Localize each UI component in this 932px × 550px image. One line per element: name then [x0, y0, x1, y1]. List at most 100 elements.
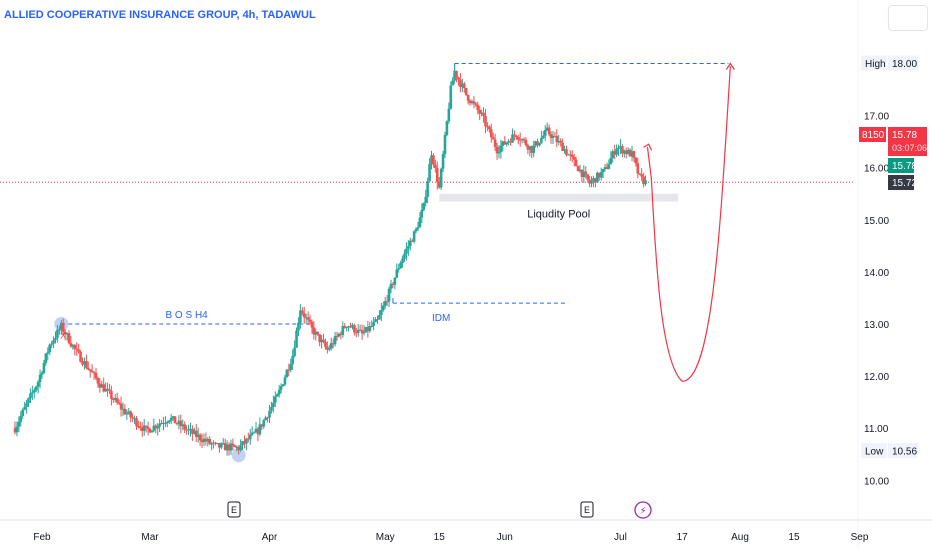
- candle: [148, 428, 152, 433]
- x-tick-label: 15: [434, 532, 446, 543]
- candle: [225, 444, 229, 451]
- low-tag-value-bg: [888, 443, 918, 459]
- candle: [443, 135, 447, 154]
- candle: [470, 101, 474, 104]
- projection-arrow-end: [725, 62, 735, 70]
- candle: [378, 315, 381, 320]
- projection-arrow-start: [643, 143, 653, 151]
- candle: [615, 148, 618, 155]
- x-tick-label: 17: [677, 532, 689, 543]
- candle: [289, 364, 293, 370]
- candle: [389, 283, 393, 289]
- candle: [437, 182, 441, 188]
- low-tag-value: 10.56: [892, 447, 917, 458]
- bos-label: B O S H4: [165, 310, 208, 321]
- candle: [274, 396, 277, 403]
- candle: [515, 135, 518, 137]
- candle: [154, 425, 158, 429]
- candle: [372, 322, 375, 326]
- earnings-event-1-label: E: [231, 505, 237, 515]
- x-tick-label: Mar: [141, 532, 159, 543]
- candle: [67, 333, 71, 344]
- candle: [27, 398, 30, 404]
- candle: [466, 95, 470, 101]
- candle: [150, 430, 154, 433]
- candle: [572, 156, 576, 160]
- candle: [21, 409, 25, 417]
- candle: [139, 426, 142, 428]
- candle: [364, 327, 368, 333]
- candles: [13, 64, 647, 456]
- candle: [320, 339, 323, 343]
- candle: [285, 369, 289, 378]
- candle: [31, 392, 34, 394]
- candle: [478, 110, 481, 114]
- candle: [169, 417, 173, 421]
- candle: [401, 258, 404, 264]
- candle: [302, 313, 306, 318]
- candle: [88, 369, 92, 371]
- candle: [395, 269, 399, 278]
- candle: [239, 445, 242, 451]
- candle: [237, 446, 240, 451]
- candle: [366, 327, 370, 332]
- candle: [304, 317, 308, 319]
- x-tick-label: Jun: [497, 532, 513, 543]
- candle: [200, 440, 204, 443]
- candle: [69, 343, 73, 347]
- candle: [206, 438, 210, 442]
- chart-settings-button[interactable]: [888, 5, 928, 31]
- candle: [569, 154, 572, 156]
- candle: [516, 136, 520, 140]
- candle: [44, 353, 48, 364]
- candle: [162, 422, 165, 424]
- candle: [125, 413, 129, 415]
- candle: [407, 246, 410, 249]
- candle: [115, 398, 119, 403]
- candle: [599, 172, 603, 178]
- candle: [445, 121, 449, 136]
- candle: [119, 403, 123, 410]
- price-tag-dark-bg: [888, 175, 914, 190]
- candle: [322, 339, 325, 342]
- candle: [530, 146, 534, 153]
- candle: [56, 329, 59, 338]
- candle: [185, 429, 188, 431]
- candle: [383, 301, 387, 306]
- candle: [133, 418, 136, 420]
- candle: [310, 321, 314, 328]
- candle: [408, 240, 412, 247]
- y-tick-label: 10.00: [864, 476, 889, 487]
- candle: [329, 343, 333, 349]
- candle: [171, 416, 175, 418]
- candle: [489, 129, 493, 138]
- candle: [482, 112, 485, 116]
- candle: [198, 434, 202, 441]
- candle: [551, 135, 555, 139]
- candle: [574, 159, 578, 167]
- candle: [439, 168, 443, 188]
- candle: [540, 137, 543, 143]
- candle: [339, 333, 343, 335]
- candle: [86, 367, 90, 370]
- candle: [17, 421, 21, 427]
- candle: [220, 443, 223, 448]
- price-tag-countdown: 03:07:06: [892, 143, 927, 153]
- candle: [462, 83, 466, 89]
- candle: [233, 445, 237, 447]
- candle: [291, 356, 294, 365]
- candle: [513, 134, 516, 136]
- candle: [158, 423, 161, 427]
- candle: [509, 141, 512, 143]
- candle: [81, 361, 84, 365]
- candle: [248, 434, 252, 440]
- candle: [412, 231, 416, 242]
- candle: [324, 341, 327, 347]
- high-tag: High 18.00: [861, 55, 918, 71]
- candle: [227, 444, 231, 451]
- candle: [605, 167, 609, 169]
- event-markers: E E ⚡: [227, 501, 652, 519]
- candle: [131, 417, 134, 419]
- lightning-icon: ⚡: [639, 506, 646, 517]
